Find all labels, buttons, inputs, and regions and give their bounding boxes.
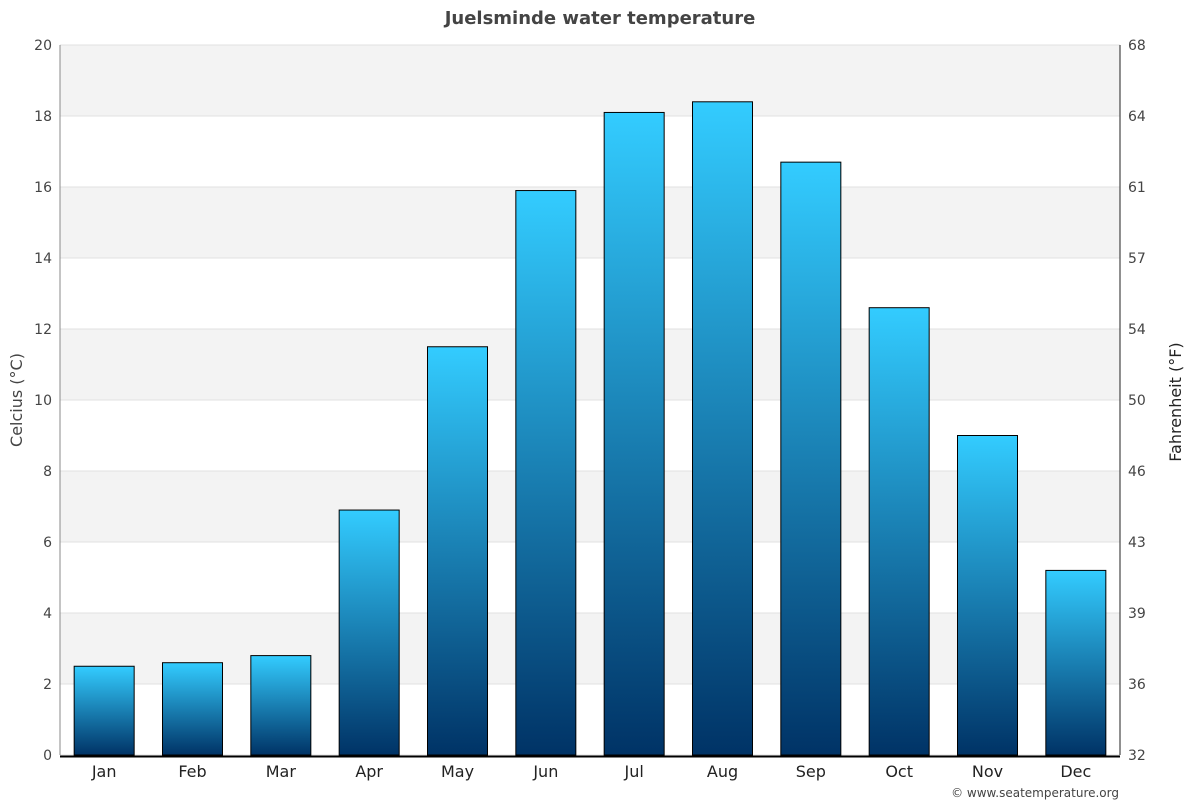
y-tick-label: 0 (43, 748, 52, 764)
y-tick-label: 14 (34, 251, 52, 267)
bar-nov (957, 435, 1018, 756)
y-tick-label: 20 (34, 38, 52, 54)
y2-tick-label: 54 (1128, 322, 1146, 338)
x-tick-label: May (441, 762, 474, 781)
x-tick-label: Feb (178, 762, 206, 781)
y-tick-label: 16 (34, 180, 52, 196)
chart-title: Juelsminde water temperature (443, 8, 756, 29)
y2-tick-label: 68 (1128, 38, 1146, 54)
bar-jan (73, 665, 135, 756)
bar-may (427, 346, 488, 756)
grid-band (60, 613, 1120, 684)
x-tick-label: Mar (266, 762, 297, 781)
y-tick-label: 4 (43, 606, 52, 622)
bar-apr (338, 509, 400, 756)
x-tick-label: Oct (885, 762, 913, 781)
grid-band (60, 45, 1120, 116)
y2-tick-label: 64 (1128, 109, 1146, 125)
x-tick-label: Jun (532, 762, 558, 781)
bar-mar (250, 655, 312, 756)
y2-tick-label: 32 (1128, 748, 1146, 764)
grid-band (60, 329, 1120, 400)
bar-dec (1045, 569, 1107, 756)
x-tick-label: Jan (91, 762, 117, 781)
grid-band (60, 187, 1120, 258)
x-tick-label: Aug (707, 762, 738, 781)
bar-oct (868, 307, 930, 756)
x-tick-label: Apr (355, 762, 383, 781)
x-tick-label: Jul (624, 762, 644, 781)
x-tick-label: Nov (972, 762, 1003, 781)
y-tick-label: 6 (43, 535, 52, 551)
y-tick-label: 12 (34, 322, 52, 338)
bar-jun (515, 190, 577, 756)
y-axis-label: Celcius (°C) (7, 353, 26, 447)
y2-tick-label: 39 (1128, 606, 1146, 622)
bar-aug (692, 101, 753, 756)
bar-jul (603, 111, 665, 756)
y2-axis-label: Fahrenheit (°F) (1166, 342, 1185, 461)
x-tick-label: Dec (1060, 762, 1091, 781)
y2-tick-label: 50 (1128, 393, 1146, 409)
bar-feb (162, 662, 223, 756)
y2-tick-label: 43 (1128, 535, 1146, 551)
y-tick-label: 18 (34, 109, 52, 125)
grid-band (60, 471, 1120, 542)
bar-sep (780, 161, 842, 756)
y-tick-label: 8 (43, 464, 52, 480)
y2-tick-label: 57 (1128, 251, 1146, 267)
y2-tick-label: 36 (1128, 677, 1146, 693)
y2-tick-label: 46 (1128, 464, 1146, 480)
y2-tick-label: 61 (1128, 180, 1146, 196)
y-tick-label: 2 (43, 677, 52, 693)
x-tick-label: Sep (796, 762, 826, 781)
footer-credit: © www.seatemperature.org (951, 786, 1119, 800)
y-tick-label: 10 (34, 393, 52, 409)
